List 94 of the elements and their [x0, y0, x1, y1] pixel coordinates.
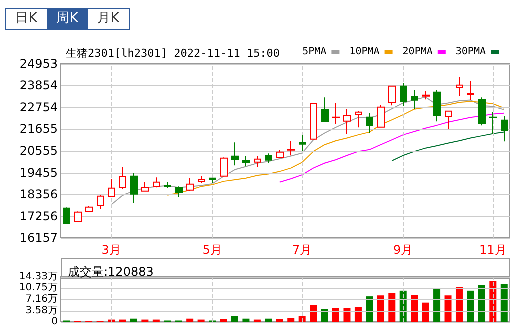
candlestick: [164, 182, 171, 189]
candlestick: [366, 112, 373, 134]
chart-title: 生猪2301[lh2301] 2022-11-11 15:00: [66, 47, 280, 60]
x-tick-label: 7月: [292, 243, 312, 257]
candlestick: [433, 90, 441, 122]
bar: [344, 308, 351, 322]
bar: [388, 293, 396, 322]
candlestick: [422, 90, 430, 100]
bar: [265, 318, 272, 322]
bar: [377, 296, 384, 322]
legend-label: 30PMA: [456, 46, 486, 58]
bar: [354, 307, 362, 322]
bar: [231, 316, 238, 322]
bar: [456, 287, 463, 322]
bar: [288, 318, 295, 322]
candlestick: [299, 134, 306, 152]
bar: [500, 284, 508, 322]
y-tick-label: 21655: [20, 122, 58, 136]
candlestick: [467, 80, 474, 101]
bar: [186, 318, 194, 322]
bar: [310, 305, 318, 322]
candlestick: [276, 150, 284, 159]
candlestick: [411, 89, 418, 110]
period-tabs: 日K 周K 月K: [5, 8, 130, 30]
candlestick: [186, 178, 194, 192]
bar: [130, 318, 138, 322]
y-tick-label: 18356: [20, 188, 58, 202]
candlestick: [130, 172, 138, 204]
chart-title: 成交量:120883: [68, 265, 154, 279]
bar: [242, 318, 250, 322]
bar: [411, 294, 418, 322]
candlestick: [198, 176, 205, 184]
candlestick: [97, 194, 104, 210]
candlestick: [242, 156, 250, 168]
y-tick-label: 20555: [20, 144, 58, 158]
line-series: [392, 132, 505, 162]
y-tick-label: 3.58万: [26, 305, 58, 316]
bar: [422, 302, 430, 322]
y-tick-label: 7.16万: [26, 294, 58, 306]
bar: [276, 319, 284, 322]
candlestick: [175, 186, 183, 198]
bar: [444, 296, 452, 322]
candlestick: [141, 182, 149, 192]
legend-label: 5PMA: [302, 46, 327, 58]
y-tick-label: 22754: [20, 100, 58, 114]
candlestick: [456, 76, 463, 97]
candlestick: [388, 86, 396, 106]
candlestick: [310, 102, 317, 140]
candlestick: [377, 104, 385, 128]
y-tick-label: 23854: [20, 78, 58, 93]
x-tick-label: 3月: [102, 243, 122, 257]
candlestick: [343, 108, 351, 135]
candlestick: [85, 205, 93, 213]
candlestick: [355, 110, 362, 128]
bar: [478, 284, 486, 322]
candlestick: [501, 116, 508, 142]
line-series: [167, 101, 505, 196]
candlestick: [478, 97, 486, 126]
y-tick-label: 14.33万: [19, 272, 58, 282]
candlestick: [108, 178, 115, 198]
y-tick-label: 16157: [20, 231, 58, 245]
bar: [220, 319, 228, 322]
y-tick-label: 17256: [20, 209, 58, 224]
bar: [366, 296, 374, 322]
candlestick: [153, 177, 160, 188]
candlestick: [400, 82, 407, 106]
y-tick-label: 0: [52, 316, 58, 328]
candlestick: [63, 207, 70, 225]
legend-label: 20PMA: [402, 46, 433, 58]
candlestick: [321, 97, 329, 122]
candlestick: [74, 211, 82, 222]
candlestick: [332, 102, 340, 125]
x-tick-label: 5月: [202, 243, 222, 257]
y-tick-label: 10.75万: [19, 282, 58, 294]
candlestick: [254, 156, 261, 168]
bar: [467, 290, 474, 322]
x-tick-label: 11月: [480, 243, 507, 257]
bar: [332, 308, 340, 322]
bar: [321, 309, 328, 322]
candlestick: [231, 142, 239, 166]
line-series: [279, 112, 505, 183]
legend-label: 10PMA: [350, 46, 380, 58]
candlestick: [209, 178, 216, 184]
y-tick-label: 19455: [20, 166, 58, 180]
candlestick: [265, 153, 272, 164]
candlestick: [287, 140, 295, 156]
candlestick: [489, 112, 497, 135]
candlestick: [119, 166, 126, 190]
y-tick-label: 24953: [20, 57, 58, 71]
candlestick: [445, 110, 452, 130]
x-tick-label: 9月: [394, 243, 414, 257]
candlestick: [220, 157, 228, 177]
bar: [434, 289, 441, 322]
line-series: [111, 96, 505, 206]
